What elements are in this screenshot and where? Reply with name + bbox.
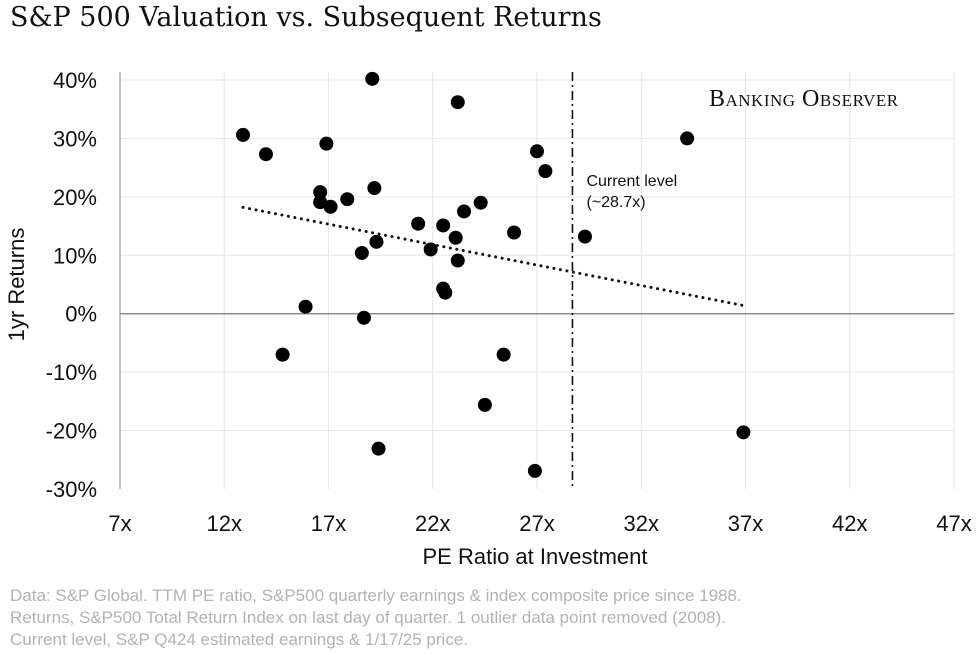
x-tick-label: 12x — [207, 511, 242, 536]
data-point — [680, 131, 695, 146]
data-point — [448, 230, 463, 245]
data-point — [411, 216, 426, 231]
data-point — [365, 71, 380, 86]
data-point — [736, 425, 751, 440]
current-level-label: (~28.7x) — [586, 194, 645, 211]
data-point — [507, 225, 522, 240]
x-tick-label: 22x — [415, 511, 450, 536]
data-point — [319, 136, 334, 151]
data-point — [354, 245, 369, 260]
x-tick-label: 27x — [519, 511, 554, 536]
data-point — [313, 195, 328, 210]
data-point — [436, 218, 451, 233]
current-level-marker: Current level (~28.7x) — [571, 72, 677, 489]
chart-title: S&P 500 Valuation vs. Subsequent Returns — [10, 2, 602, 33]
x-tick-label: 42x — [832, 511, 867, 536]
y-tick-label: 40% — [53, 68, 97, 93]
data-point — [527, 463, 542, 478]
x-tick-label: 7x — [108, 511, 131, 536]
data-point — [275, 347, 290, 362]
data-point — [577, 229, 592, 244]
y-tick-label: -20% — [46, 419, 97, 444]
current-level-label: Current level — [586, 173, 677, 190]
data-point — [367, 181, 382, 196]
data-point — [538, 164, 553, 179]
data-point — [258, 147, 273, 162]
tick-labels: 7x 12x 17x 22x 27x 32x 37x 42x 47x 40% 30% 20% 10% 0%… — [46, 68, 972, 536]
y-tick-label: 0% — [65, 302, 97, 327]
data-point — [356, 310, 371, 325]
trendline-dotted — [241, 205, 745, 308]
data-point — [340, 192, 355, 207]
y-axis-label: 1yr Returns — [4, 228, 29, 342]
data-point — [323, 199, 338, 214]
data-point — [473, 195, 488, 210]
source-note: Data: S&P Global. TTM PE ratio, S&P500 q… — [10, 585, 742, 651]
y-tick-label: -10% — [46, 360, 97, 385]
data-point — [477, 397, 492, 412]
x-tick-label: 32x — [624, 511, 659, 536]
data-point — [530, 144, 544, 159]
axes — [119, 72, 954, 489]
data-points — [236, 71, 751, 478]
y-tick-label: 30% — [53, 126, 97, 151]
data-point — [450, 253, 465, 268]
data-point — [496, 347, 511, 362]
x-tick-label: 17x — [311, 511, 346, 536]
source-note-line-2: Returns, S&P500 Total Return Index on la… — [10, 608, 727, 627]
data-point — [371, 441, 386, 456]
trendline — [241, 205, 745, 308]
brand-logo: Banking Observer — [709, 86, 899, 112]
data-point — [369, 234, 384, 249]
gridlines — [120, 72, 955, 489]
data-point — [313, 185, 328, 200]
x-tick-label: 47x — [936, 511, 971, 536]
x-axis-label: PE Ratio at Investment — [423, 544, 648, 569]
source-note-line-1: Data: S&P Global. TTM PE ratio, S&P500 q… — [10, 586, 742, 605]
data-point — [423, 242, 438, 257]
axis-labels: PE Ratio at Investment 1yr Returns — [4, 228, 648, 569]
data-point — [438, 285, 453, 300]
source-note-line-3: Current level, S&P Q424 estimated earnin… — [10, 630, 468, 649]
x-tick-label: 37x — [728, 511, 763, 536]
y-tick-label: 20% — [53, 185, 97, 210]
y-tick-label: -30% — [46, 477, 97, 502]
data-point — [236, 127, 251, 142]
data-point — [457, 204, 472, 219]
y-tick-label: 10% — [53, 243, 97, 268]
data-point — [450, 95, 465, 110]
data-point — [298, 299, 313, 314]
